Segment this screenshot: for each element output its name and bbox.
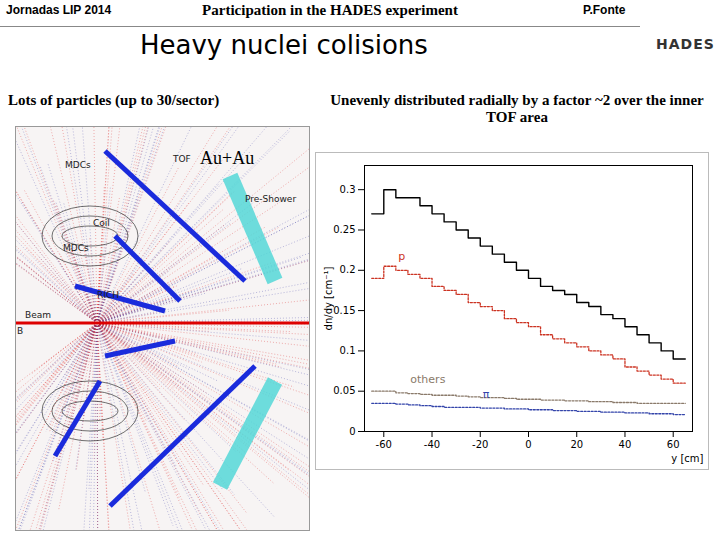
html-text:Unevenly distributed radially: Unevenly distributed radially by a facto… bbox=[330, 92, 704, 125]
svg-text:0: 0 bbox=[349, 426, 355, 437]
html-text:Lots of particles (up to 30/se: Lots of particles (up to 30/sector) bbox=[8, 92, 220, 108]
svg-text:0: 0 bbox=[525, 439, 531, 450]
svg-text:0.1: 0.1 bbox=[340, 345, 356, 356]
svg-text:Coil: Coil bbox=[93, 218, 110, 228]
html-text:Heavy nuclei colisions: Heavy nuclei colisions bbox=[140, 30, 428, 60]
svg-text:MDCs: MDCs bbox=[63, 243, 89, 253]
svg-text:B: B bbox=[17, 326, 23, 336]
svg-text:others: others bbox=[410, 373, 445, 386]
svg-text:TOF: TOF bbox=[172, 154, 191, 164]
html-text:Jornadas LIP 2014: Jornadas LIP 2014 bbox=[6, 3, 112, 17]
svg-text:20: 20 bbox=[570, 439, 583, 450]
svg-text:-40: -40 bbox=[424, 439, 440, 450]
svg-text:40: 40 bbox=[619, 439, 632, 450]
svg-text:Au+Au: Au+Au bbox=[200, 148, 254, 168]
svg-text:-20: -20 bbox=[472, 439, 488, 450]
svg-text:0.25: 0.25 bbox=[333, 224, 355, 235]
svg-text:RICH: RICH bbox=[97, 290, 119, 300]
html-text:P.Fonte: P.Fonte bbox=[583, 3, 626, 17]
svg-text:Beam: Beam bbox=[25, 310, 51, 320]
svg-text:0.15: 0.15 bbox=[333, 305, 355, 316]
svg-text:MDCs: MDCs bbox=[65, 160, 91, 170]
svg-text:0.2: 0.2 bbox=[340, 264, 356, 275]
html-text:HADES: HADES bbox=[656, 36, 715, 52]
svg-text:-60: -60 bbox=[376, 439, 392, 450]
svg-text:π: π bbox=[483, 388, 490, 401]
svg-text:0.05: 0.05 bbox=[333, 385, 355, 396]
svg-text:60: 60 bbox=[667, 439, 680, 450]
svg-text:dn/dy [cm⁻¹]: dn/dy [cm⁻¹] bbox=[323, 266, 334, 330]
svg-text:p: p bbox=[398, 250, 405, 263]
svg-text:Pre-Shower: Pre-Shower bbox=[245, 194, 296, 204]
html-text:Participation in the HADES exp: Participation in the HADES experiment bbox=[202, 2, 458, 18]
svg-text:0.3: 0.3 bbox=[340, 184, 356, 195]
svg-text:y [cm]: y [cm] bbox=[671, 453, 703, 464]
